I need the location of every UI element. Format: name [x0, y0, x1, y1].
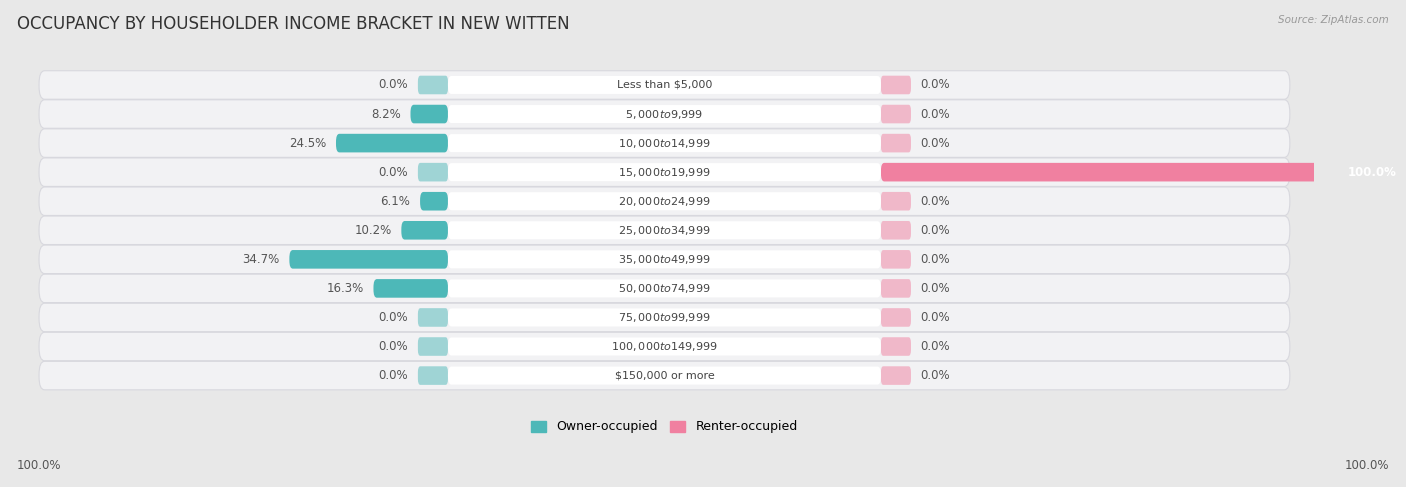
FancyBboxPatch shape	[39, 303, 1289, 332]
FancyBboxPatch shape	[39, 100, 1289, 128]
Text: 16.3%: 16.3%	[326, 282, 364, 295]
FancyBboxPatch shape	[39, 245, 1289, 274]
FancyBboxPatch shape	[882, 250, 911, 269]
FancyBboxPatch shape	[39, 71, 1289, 99]
Text: 0.0%: 0.0%	[921, 108, 950, 121]
FancyBboxPatch shape	[39, 158, 1289, 187]
Text: 0.0%: 0.0%	[921, 311, 950, 324]
FancyBboxPatch shape	[882, 279, 911, 298]
Text: 100.0%: 100.0%	[17, 459, 62, 472]
Text: $35,000 to $49,999: $35,000 to $49,999	[619, 253, 710, 266]
FancyBboxPatch shape	[39, 129, 1289, 157]
Text: $50,000 to $74,999: $50,000 to $74,999	[619, 282, 710, 295]
FancyBboxPatch shape	[418, 337, 449, 356]
Text: 0.0%: 0.0%	[921, 282, 950, 295]
FancyBboxPatch shape	[882, 75, 911, 94]
Text: 6.1%: 6.1%	[381, 195, 411, 208]
Text: 0.0%: 0.0%	[378, 166, 408, 179]
Text: $150,000 or more: $150,000 or more	[614, 371, 714, 380]
FancyBboxPatch shape	[882, 105, 911, 123]
Text: 100.0%: 100.0%	[1344, 459, 1389, 472]
FancyBboxPatch shape	[449, 280, 882, 298]
FancyBboxPatch shape	[418, 308, 449, 327]
FancyBboxPatch shape	[449, 308, 882, 326]
FancyBboxPatch shape	[411, 105, 449, 123]
FancyBboxPatch shape	[420, 192, 449, 210]
FancyBboxPatch shape	[882, 163, 1339, 182]
FancyBboxPatch shape	[882, 308, 911, 327]
FancyBboxPatch shape	[449, 250, 882, 268]
Text: 0.0%: 0.0%	[921, 136, 950, 150]
FancyBboxPatch shape	[882, 366, 911, 385]
FancyBboxPatch shape	[882, 192, 911, 210]
FancyBboxPatch shape	[39, 274, 1289, 302]
FancyBboxPatch shape	[336, 134, 449, 152]
Text: 0.0%: 0.0%	[378, 311, 408, 324]
Text: 10.2%: 10.2%	[354, 224, 392, 237]
FancyBboxPatch shape	[39, 361, 1289, 390]
FancyBboxPatch shape	[449, 134, 882, 152]
FancyBboxPatch shape	[418, 163, 449, 182]
Text: 0.0%: 0.0%	[378, 369, 408, 382]
FancyBboxPatch shape	[449, 367, 882, 385]
FancyBboxPatch shape	[39, 216, 1289, 244]
FancyBboxPatch shape	[882, 337, 911, 356]
Text: 0.0%: 0.0%	[921, 195, 950, 208]
Text: $20,000 to $24,999: $20,000 to $24,999	[619, 195, 710, 208]
Text: 24.5%: 24.5%	[290, 136, 326, 150]
Text: $5,000 to $9,999: $5,000 to $9,999	[626, 108, 703, 121]
FancyBboxPatch shape	[290, 250, 449, 269]
FancyBboxPatch shape	[882, 221, 911, 240]
Text: $10,000 to $14,999: $10,000 to $14,999	[619, 136, 710, 150]
Text: OCCUPANCY BY HOUSEHOLDER INCOME BRACKET IN NEW WITTEN: OCCUPANCY BY HOUSEHOLDER INCOME BRACKET …	[17, 15, 569, 33]
Text: $15,000 to $19,999: $15,000 to $19,999	[619, 166, 710, 179]
Text: 0.0%: 0.0%	[921, 78, 950, 92]
FancyBboxPatch shape	[449, 76, 882, 94]
FancyBboxPatch shape	[449, 192, 882, 210]
Text: 0.0%: 0.0%	[378, 340, 408, 353]
FancyBboxPatch shape	[882, 134, 911, 152]
Text: $25,000 to $34,999: $25,000 to $34,999	[619, 224, 710, 237]
FancyBboxPatch shape	[39, 187, 1289, 215]
FancyBboxPatch shape	[449, 105, 882, 123]
FancyBboxPatch shape	[374, 279, 449, 298]
FancyBboxPatch shape	[449, 163, 882, 181]
Text: 0.0%: 0.0%	[921, 253, 950, 266]
Legend: Owner-occupied, Renter-occupied: Owner-occupied, Renter-occupied	[526, 415, 803, 438]
Text: 100.0%: 100.0%	[1347, 166, 1396, 179]
FancyBboxPatch shape	[449, 337, 882, 356]
FancyBboxPatch shape	[401, 221, 449, 240]
FancyBboxPatch shape	[418, 75, 449, 94]
Text: 0.0%: 0.0%	[378, 78, 408, 92]
Text: Less than $5,000: Less than $5,000	[617, 80, 711, 90]
Text: 0.0%: 0.0%	[921, 369, 950, 382]
FancyBboxPatch shape	[418, 366, 449, 385]
FancyBboxPatch shape	[39, 332, 1289, 361]
Text: $75,000 to $99,999: $75,000 to $99,999	[619, 311, 710, 324]
Text: 34.7%: 34.7%	[242, 253, 280, 266]
Text: 0.0%: 0.0%	[921, 340, 950, 353]
Text: 8.2%: 8.2%	[371, 108, 401, 121]
FancyBboxPatch shape	[449, 221, 882, 239]
Text: Source: ZipAtlas.com: Source: ZipAtlas.com	[1278, 15, 1389, 25]
Text: 0.0%: 0.0%	[921, 224, 950, 237]
Text: $100,000 to $149,999: $100,000 to $149,999	[612, 340, 717, 353]
